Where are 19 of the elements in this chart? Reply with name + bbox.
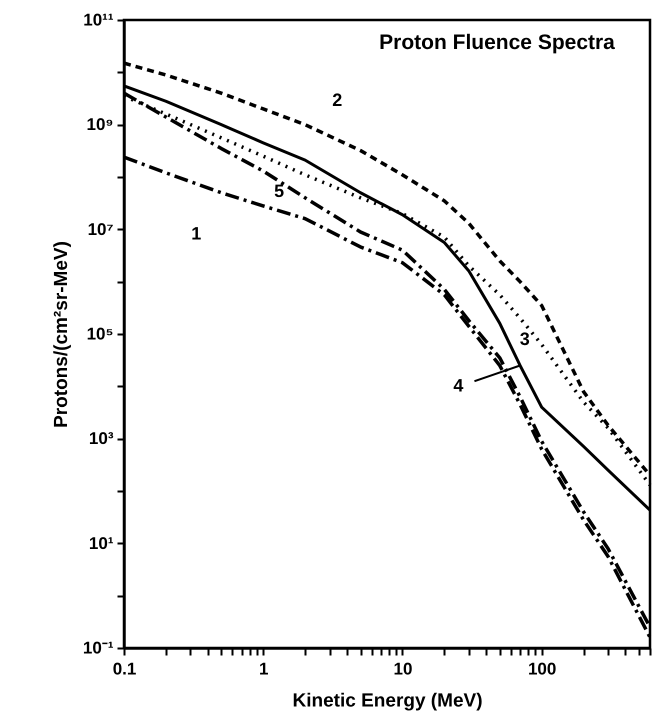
- series-label: 2: [332, 90, 342, 110]
- x-tick-label: 100: [528, 660, 556, 678]
- series-label: 1: [191, 224, 202, 244]
- legend-label: 4: [453, 375, 464, 396]
- y-tick-label: 10¹: [88, 534, 114, 553]
- y-tick-label: 10⁵: [86, 324, 114, 344]
- x-axis-title: Kinetic Energy (MeV): [292, 690, 483, 712]
- y-axis-title: Protons/(cm²sr-MeV): [50, 241, 72, 428]
- series-label: 3: [520, 329, 530, 350]
- y-tick-label: 10⁹: [86, 115, 114, 134]
- x-tick-label: 1: [258, 660, 268, 678]
- y-tick-label: 10⁷: [88, 220, 114, 239]
- text: Proton Fluence Spectra: [379, 31, 616, 54]
- y-tick-label: 10⁻¹: [82, 638, 114, 658]
- x-tick-label: 10: [393, 660, 412, 678]
- x-tick-label: 0.1: [112, 660, 136, 678]
- y-tick-label: 10³: [88, 429, 114, 448]
- y-tick-label: 10¹¹: [83, 10, 114, 30]
- series-label: 5: [274, 180, 284, 201]
